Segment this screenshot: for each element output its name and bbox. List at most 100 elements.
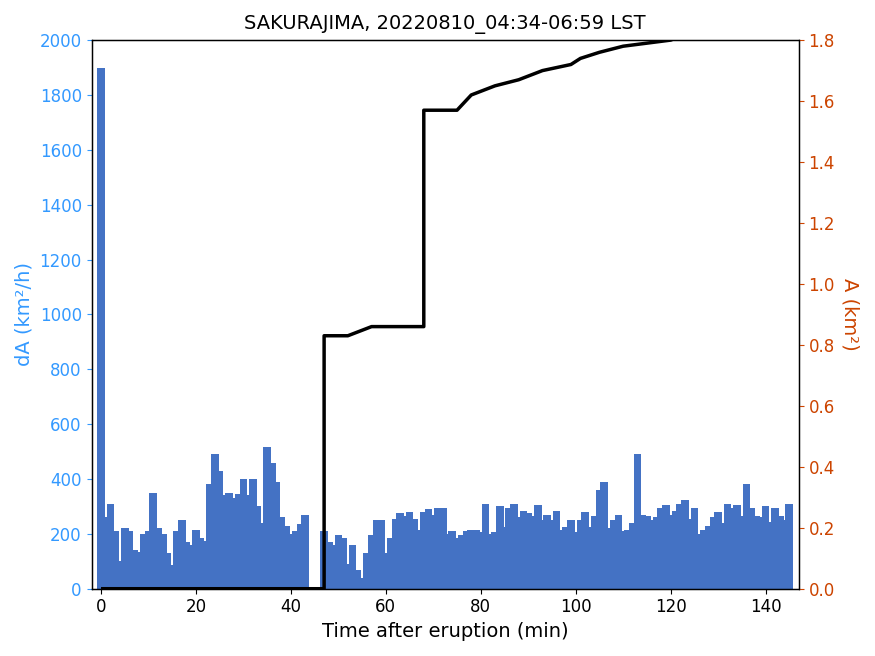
Bar	[467, 530, 475, 588]
Bar	[482, 504, 489, 588]
Bar	[491, 533, 499, 588]
Bar	[173, 531, 181, 588]
Bar	[534, 505, 542, 588]
Bar	[463, 531, 470, 588]
Bar	[614, 515, 622, 588]
Bar	[681, 500, 689, 588]
Bar	[600, 482, 608, 588]
Bar	[686, 519, 693, 588]
Bar	[277, 518, 285, 588]
Bar	[500, 527, 508, 588]
Y-axis label: dA (km²/h): dA (km²/h)	[15, 262, 34, 367]
Bar	[453, 538, 461, 588]
Bar	[410, 519, 418, 588]
Bar	[420, 512, 428, 588]
Bar	[539, 520, 546, 588]
Bar	[724, 504, 732, 588]
Bar	[719, 523, 726, 588]
Bar	[449, 531, 456, 588]
Bar	[136, 552, 143, 588]
Bar	[211, 455, 219, 588]
Bar	[330, 545, 338, 588]
Bar	[320, 531, 328, 588]
Bar	[610, 520, 618, 588]
Bar	[273, 482, 281, 588]
Bar	[254, 506, 262, 588]
Bar	[477, 533, 485, 588]
Bar	[373, 520, 380, 588]
Bar	[776, 516, 784, 588]
Bar	[220, 495, 228, 588]
Bar	[287, 534, 295, 588]
Bar	[667, 515, 675, 588]
Bar	[102, 518, 109, 588]
Bar	[487, 534, 494, 588]
Bar	[473, 530, 480, 588]
Y-axis label: A (km²): A (km²)	[841, 278, 860, 351]
Bar	[444, 534, 452, 588]
Bar	[648, 520, 655, 588]
Bar	[634, 455, 641, 588]
Bar	[192, 530, 200, 588]
Bar	[197, 538, 205, 588]
Bar	[766, 522, 774, 588]
Bar	[586, 527, 594, 588]
Bar	[430, 515, 438, 588]
Bar	[230, 498, 238, 588]
Bar	[234, 494, 242, 588]
Bar	[738, 516, 746, 588]
Bar	[543, 515, 551, 588]
Bar	[439, 508, 446, 588]
Bar	[733, 505, 741, 588]
Bar	[268, 462, 276, 588]
Bar	[97, 68, 105, 588]
Bar	[363, 553, 371, 588]
Bar	[696, 534, 703, 588]
Bar	[116, 562, 123, 588]
Bar	[396, 513, 404, 588]
Bar	[786, 504, 793, 588]
Bar	[144, 531, 152, 588]
Bar	[406, 512, 413, 588]
Bar	[424, 509, 432, 588]
Bar	[762, 506, 769, 588]
Bar	[577, 520, 584, 588]
Bar	[206, 485, 214, 588]
Bar	[690, 508, 698, 588]
Bar	[126, 531, 133, 588]
Bar	[183, 542, 190, 588]
Bar	[334, 535, 342, 588]
Bar	[140, 534, 148, 588]
Title: SAKURAJIMA, 20220810_04:34-06:59 LST: SAKURAJIMA, 20220810_04:34-06:59 LST	[244, 15, 646, 34]
Bar	[434, 508, 442, 588]
Bar	[572, 533, 579, 588]
Bar	[704, 525, 712, 588]
Bar	[168, 565, 176, 588]
Bar	[520, 510, 528, 588]
Bar	[368, 535, 375, 588]
Bar	[662, 505, 669, 588]
Bar	[301, 515, 309, 588]
Bar	[606, 528, 612, 588]
Bar	[283, 525, 290, 588]
Bar	[710, 518, 717, 588]
Bar	[714, 512, 722, 588]
Bar	[377, 520, 385, 588]
Bar	[358, 578, 366, 588]
Bar	[240, 479, 248, 588]
Bar	[553, 510, 561, 588]
Bar	[387, 538, 395, 588]
Bar	[639, 515, 646, 588]
Bar	[416, 530, 423, 588]
Bar	[557, 530, 565, 588]
Bar	[150, 493, 157, 588]
Bar	[349, 545, 356, 588]
Bar	[107, 504, 115, 588]
Bar	[676, 504, 684, 588]
Bar	[780, 520, 788, 588]
Bar	[292, 531, 299, 588]
Bar	[524, 513, 532, 588]
Bar	[297, 524, 304, 588]
Bar	[752, 516, 760, 588]
Bar	[159, 534, 166, 588]
